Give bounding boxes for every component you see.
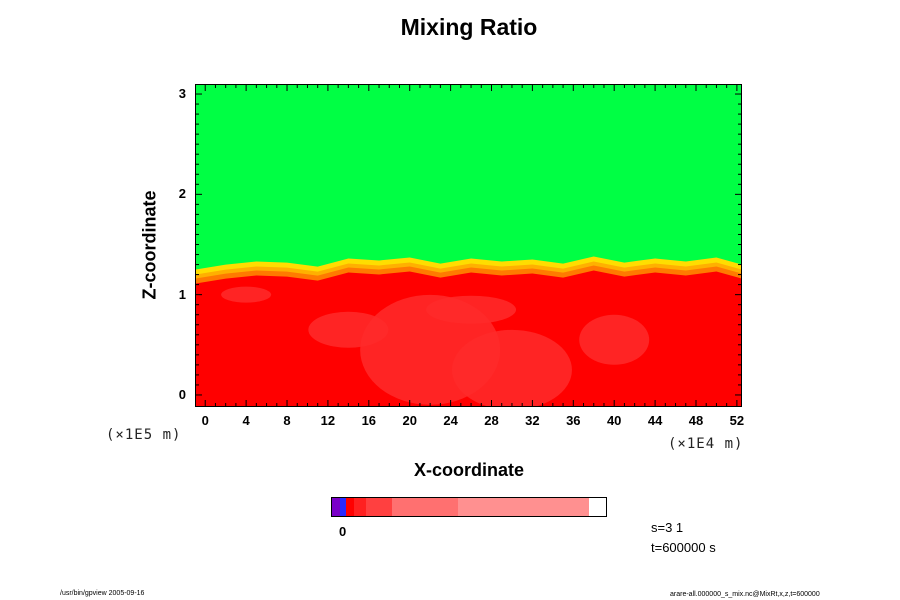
x-tick-label: 16 <box>361 413 377 428</box>
x-tick-label: 28 <box>484 413 499 428</box>
x-tick-label: 20 <box>402 413 417 428</box>
time-label: t=600000 s <box>651 540 716 555</box>
step-label: s=3 1 <box>651 520 684 535</box>
y-tick-label: 3 <box>178 86 186 102</box>
colorbar-swatch <box>332 498 340 516</box>
x-tick-label: 32 <box>525 413 540 428</box>
colorbar-label: 0 <box>339 524 347 539</box>
x-tick-label: 24 <box>443 413 458 428</box>
y-tick-label: 2 <box>178 186 186 202</box>
y-tick-label: 0 <box>178 386 186 402</box>
colorbar-swatch <box>392 498 458 516</box>
colorbar-swatch <box>366 498 392 516</box>
footer-command: /usr/bin/gpview 2005-09-16 <box>60 590 145 597</box>
x-axis-label: X-coordinate <box>413 460 524 480</box>
heatmap-plot-area <box>195 84 742 407</box>
texture-patch <box>221 286 272 303</box>
colorbar <box>331 497 607 517</box>
plot-frame <box>195 84 742 407</box>
lower-layer-texture <box>221 286 650 407</box>
texture-patch <box>308 311 389 348</box>
colorbar-swatch <box>354 498 366 516</box>
colorbar-swatch <box>346 498 354 516</box>
footer-source: arare-all.000000_s_mix.nc@MixRt,x,z,t=60… <box>670 591 820 598</box>
texture-patch <box>579 314 650 365</box>
x-tick-label: 52 <box>729 413 745 428</box>
x-tick-label: 0 <box>201 413 209 428</box>
texture-patch <box>426 295 517 324</box>
x-tick-label: 48 <box>688 413 704 428</box>
x-tick-label: 36 <box>566 413 581 428</box>
y-unit-label: (×1E5 m) <box>106 427 182 443</box>
x-tick-label: 4 <box>242 413 250 428</box>
chart-title: Mixing Ratio <box>400 14 538 40</box>
x-tick-label: 12 <box>320 413 336 428</box>
upper-layer-region <box>195 84 742 270</box>
y-tick-label: 1 <box>178 286 186 302</box>
x-unit-label: (×1E4 m) <box>668 436 744 452</box>
x-tick-label: 8 <box>283 413 291 428</box>
x-tick-label: 44 <box>647 413 663 428</box>
colorbar-swatch <box>458 498 589 516</box>
texture-patch <box>451 329 572 407</box>
y-axis-label: Z-coordinate <box>139 190 160 300</box>
x-tick-label: 40 <box>606 413 622 428</box>
colorbar-swatch <box>340 498 346 516</box>
